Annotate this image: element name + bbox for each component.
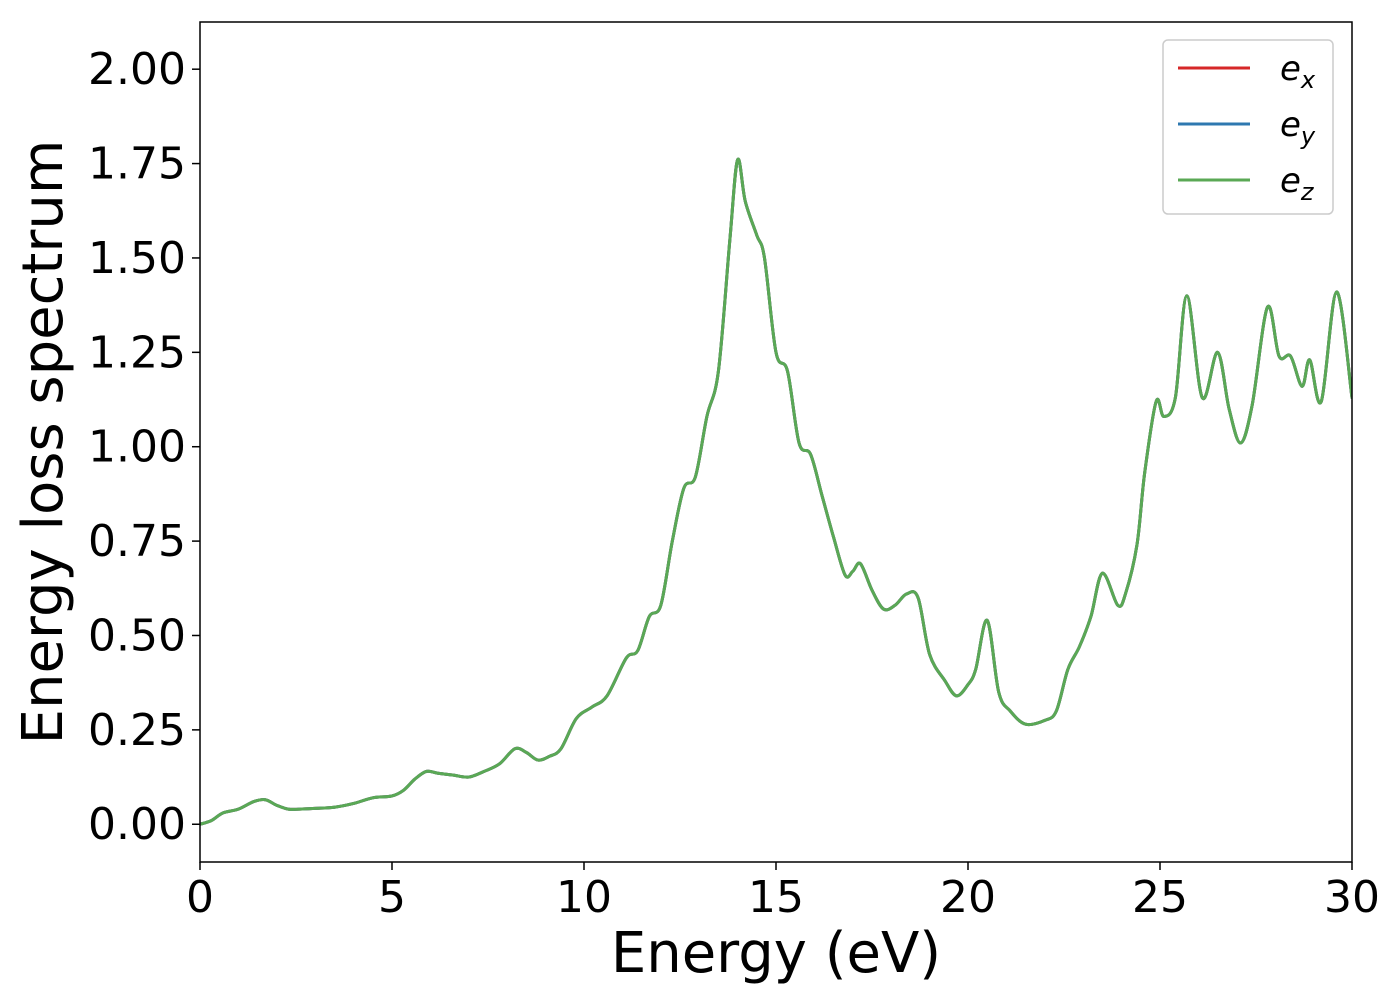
legend-box — [1162, 39, 1334, 215]
legend-label-base: e — [1280, 49, 1301, 89]
series-layer — [200, 157, 1352, 826]
legend-label-subscript: z — [1300, 178, 1315, 206]
legend-label-z: ez — [1280, 161, 1315, 206]
legend-label-subscript: x — [1300, 66, 1316, 94]
y-tick-label: 2.00 — [88, 44, 186, 95]
y-tick-label: 0.00 — [88, 799, 186, 850]
legend-label-x: ex — [1280, 49, 1316, 94]
x-axis: 0 5 10 15 20 25 30 — [186, 862, 1380, 923]
y-tick-label: 1.75 — [88, 139, 186, 190]
x-tick-label: 30 — [1324, 872, 1380, 923]
x-tick-label: 15 — [748, 872, 804, 923]
legend-label-base: e — [1280, 161, 1301, 201]
x-tick-label: 10 — [556, 872, 612, 923]
x-tick-label: 0 — [186, 872, 214, 923]
y-tick-label: 0.50 — [88, 610, 186, 661]
y-axis-label: Energy loss spectrum — [11, 140, 76, 745]
x-tick-label: 25 — [1132, 872, 1188, 923]
y-tick-label: 0.25 — [88, 705, 186, 756]
y-tick-label: 1.50 — [88, 233, 186, 284]
y-axis: 0.00 0.25 0.50 0.75 1.00 1.25 1.50 1.75 2.00 — [88, 44, 200, 850]
legend-label-base: e — [1280, 105, 1301, 145]
y-tick-label: 1.25 — [88, 327, 186, 378]
legend-label-y: ey — [1280, 105, 1316, 150]
x-tick-label: 5 — [378, 872, 406, 923]
y-tick-label: 1.00 — [88, 422, 186, 473]
x-tick-label: 20 — [940, 872, 996, 923]
y-tick-label: 0.75 — [88, 516, 186, 567]
series-line-z — [200, 157, 1352, 826]
legend-label-subscript: y — [1300, 122, 1316, 150]
x-axis-label: Energy (eV) — [611, 921, 941, 986]
